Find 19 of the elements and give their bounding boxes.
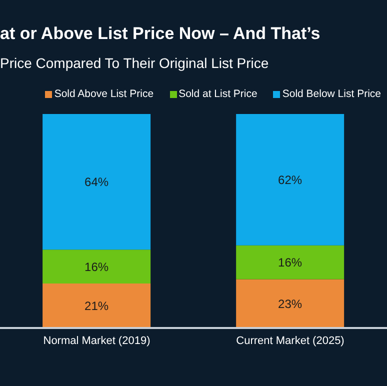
x-tick-label: Normal Market (2019) [43,334,150,347]
legend-label: Sold Above List Price [53,88,154,100]
data-label: 64% [84,175,109,190]
legend-label: Sold at List Price [178,88,258,100]
chart-title: at or Above List Price Now – And That’s [0,24,320,44]
legend-label: Sold Below List Price [281,88,381,100]
bar [42,250,151,284]
data-label: 62% [278,172,302,187]
data-label: 16% [278,256,302,270]
bar [236,245,344,280]
bar [236,114,344,246]
chart-subtitle: Price Compared To Their Original List Price [0,55,269,71]
data-label: 23% [278,296,302,311]
bar [236,279,344,328]
data-label: 16% [84,260,109,274]
x-tick-label: Current Market (2025) [236,334,344,347]
bar [42,114,151,250]
data-label: 21% [84,299,109,314]
bar [42,284,151,328]
